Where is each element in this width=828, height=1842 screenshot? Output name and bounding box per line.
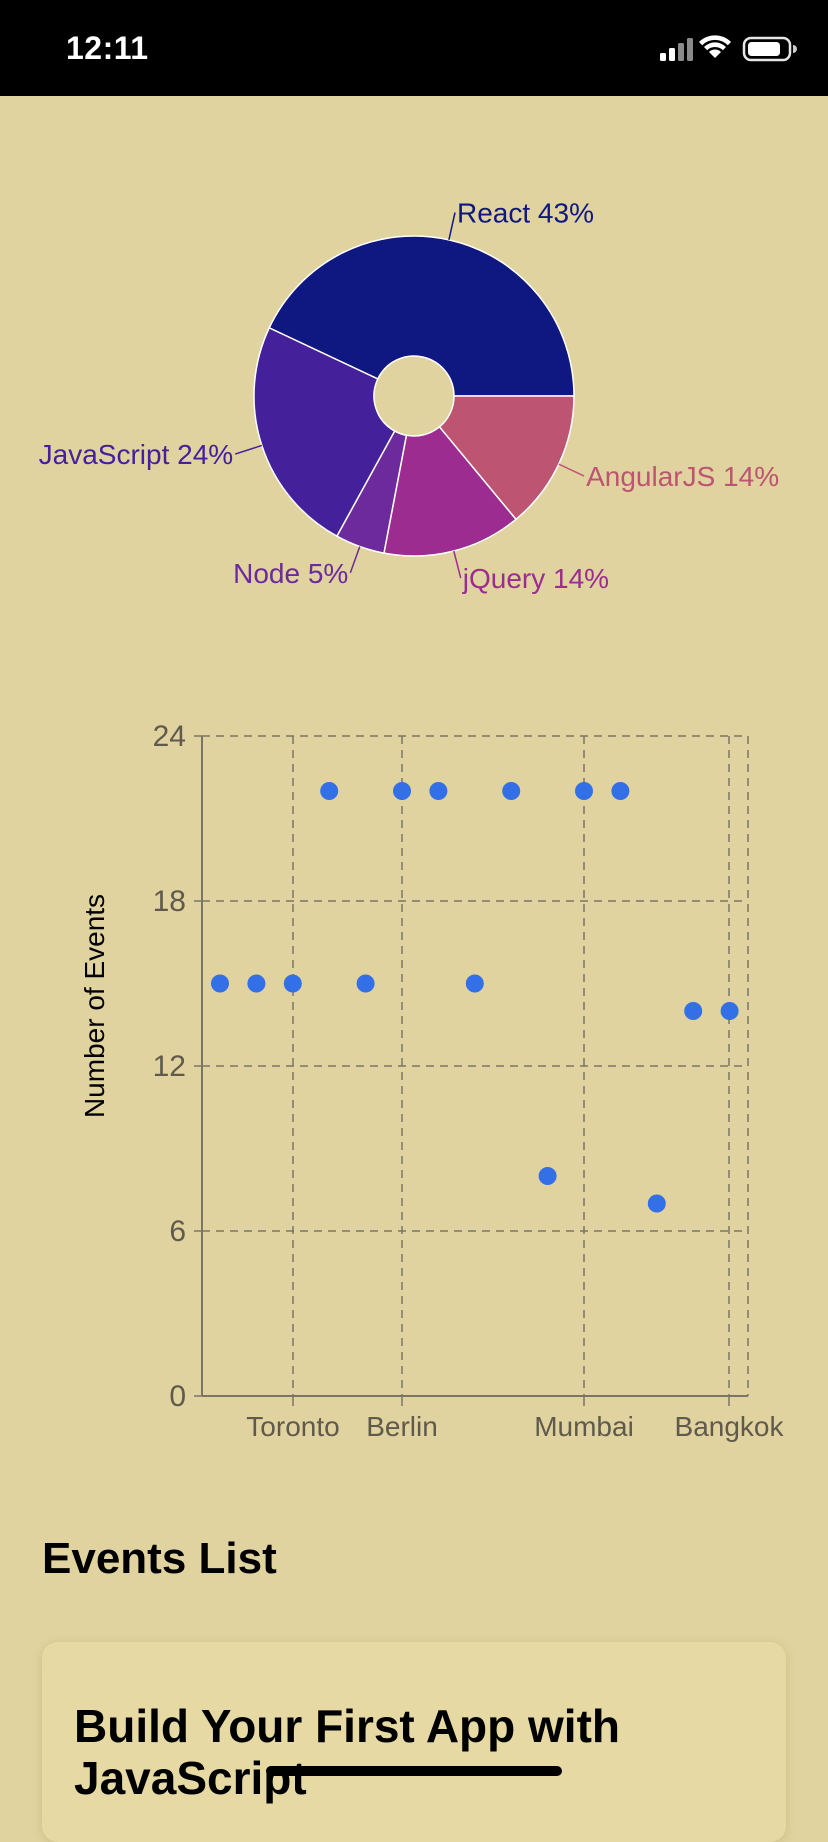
y-tick-label: 6	[169, 1215, 186, 1248]
scatter-point	[356, 974, 375, 993]
scatter-point	[320, 782, 339, 800]
x-tick-label: Berlin	[366, 1411, 438, 1442]
scatter-point	[720, 1002, 739, 1020]
scatter-point	[575, 782, 593, 800]
charts-area: React 43% JavaScript 24% Node 5% jQuery 14%…	[0, 96, 828, 1486]
scatter-point	[429, 782, 448, 800]
cellular-signal-icon	[660, 38, 693, 61]
pie-slice	[383, 425, 518, 557]
y-tick-label: 18	[153, 885, 186, 918]
status-time: 12:11	[66, 30, 149, 66]
scatter-point	[502, 782, 521, 800]
y-tick-label: 0	[169, 1380, 186, 1413]
event-title: Build Your First App with JavaScript	[74, 1700, 621, 1804]
y-tick-label: 24	[153, 720, 186, 753]
pie-slice-label: JavaScript 24%	[39, 439, 234, 470]
pie-leader-line	[558, 463, 585, 477]
scatter-point	[393, 782, 411, 800]
scatter-point	[647, 1194, 666, 1213]
x-tick-label: Toronto	[246, 1411, 339, 1442]
pie-slice	[438, 395, 575, 521]
scatter-point	[611, 782, 630, 800]
scatter-point	[211, 974, 229, 993]
pie-slice-label: Node 5%	[233, 558, 348, 589]
scatter-point	[247, 974, 266, 993]
scatter-point	[684, 1002, 703, 1020]
scatter-point	[465, 974, 484, 993]
pie-slice	[253, 326, 396, 538]
pie-slice	[268, 235, 575, 397]
pie-leader-line	[234, 444, 263, 455]
event-card[interactable]: Build Your First App with JavaScript	[42, 1642, 786, 1842]
pie-slice-label: AngularJS 14%	[586, 461, 779, 492]
pie-slice-label: jQuery 14%	[462, 563, 609, 594]
events-list-heading: Events List	[42, 1534, 277, 1583]
home-indicator	[266, 1766, 562, 1776]
status-bar: 12:11	[0, 0, 828, 96]
scatter-point	[283, 974, 302, 993]
pie-slice-label: React 43%	[457, 198, 594, 229]
wifi-icon	[699, 35, 731, 58]
battery-icon	[742, 36, 797, 62]
pie-chart: React 43% JavaScript 24% Node 5% jQuery 14%…	[39, 198, 779, 595]
pie-leader-line	[448, 212, 456, 241]
scatter-chart: 0 6 12 18 24 Toronto Berlin Mumbai Bangkok Number…	[79, 720, 785, 1442]
y-axis-label: Number of Events	[79, 894, 110, 1118]
pie-leader-line	[349, 546, 361, 574]
x-tick-label: Mumbai	[534, 1411, 634, 1442]
pie-leader-line	[453, 550, 462, 579]
y-tick-label: 12	[153, 1050, 186, 1083]
scatter-point	[538, 1167, 557, 1185]
x-tick-label: Bangkok	[675, 1411, 785, 1442]
status-icons	[658, 34, 798, 64]
